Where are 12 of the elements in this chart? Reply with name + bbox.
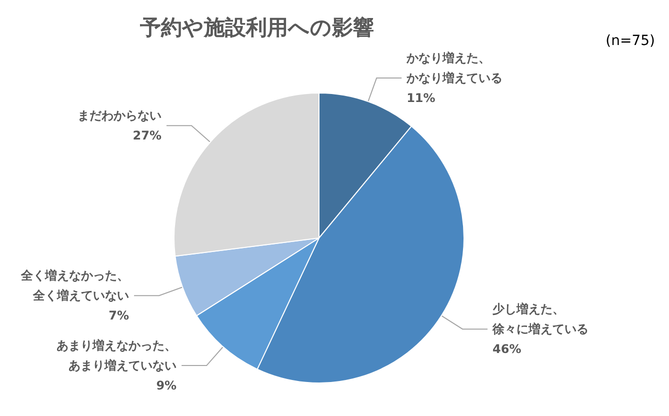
data-label: 11%	[406, 91, 436, 106]
slice-label: 少し増えた、徐々に増えている	[492, 302, 589, 336]
slice-label: あまり増えなかった、あまり増えていない	[56, 338, 177, 373]
slice-label: 全く増えなかった、全く増えていない	[20, 268, 130, 303]
slice-label: まだわからない	[77, 108, 162, 123]
data-label: 7%	[108, 308, 130, 323]
data-label: 27%	[132, 128, 162, 143]
data-label: 9%	[156, 378, 177, 393]
slice-label: かなり増えた、かなり増えている	[406, 51, 503, 86]
data-label: 46%	[492, 342, 522, 356]
chart-title: 予約や施設利用への影響	[139, 16, 374, 40]
text: (n=75)	[606, 33, 655, 49]
